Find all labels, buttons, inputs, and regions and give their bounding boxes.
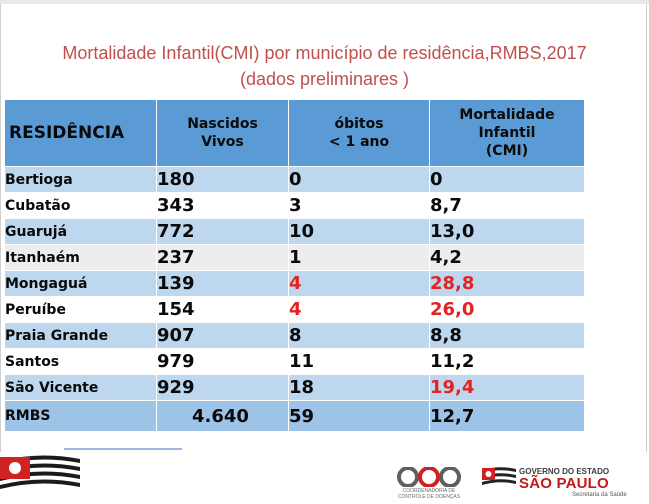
nascidos-cell: 154 <box>156 296 289 323</box>
title-line-1: Mortalidade Infantil(CMI) por município … <box>62 43 587 63</box>
nascidos-cell: 180 <box>156 166 289 193</box>
header-residencia: RESIDÊNCIA <box>4 99 157 167</box>
cmi-cell: 19,4 <box>429 374 585 401</box>
nascidos-cell: 237 <box>156 244 289 271</box>
nascidos-cell: 979 <box>156 348 289 375</box>
governo-line: GOVERNO DO ESTADO <box>519 467 610 476</box>
header-obitos-line-2: < 1 ano <box>328 134 390 150</box>
obitos-cell: 18 <box>288 374 430 401</box>
header-cmi: Mortalidade Infantil (CMI) <box>429 99 585 167</box>
obitos-cell: 8 <box>288 322 430 349</box>
top-band <box>0 0 649 4</box>
table-row-guaruja: Guarujá 772 10 13,0 <box>4 218 585 245</box>
obitos-cell: 10 <box>288 218 430 245</box>
nascidos-cell: 4.640 <box>156 400 289 432</box>
cmi-cell: 8,7 <box>429 192 585 219</box>
table-row-cubatao: Cubatão 343 3 8,7 <box>4 192 585 219</box>
ccd-caption-line-1: COORDENADORIA DE <box>402 488 456 494</box>
header-cmi-line-1: Mortalidade <box>459 107 555 123</box>
table-row-praia-grande: Praia Grande 907 8 8,8 <box>4 322 585 349</box>
obitos-cell: 4 <box>288 270 430 297</box>
obitos-cell: 1 <box>288 244 430 271</box>
header-cmi-line-3: (CMI) <box>485 143 529 159</box>
obitos-cell: 59 <box>288 400 430 432</box>
table-row-bertioga: Bertioga 180 0 0 <box>4 166 585 193</box>
nascidos-cell: 139 <box>156 270 289 297</box>
table-row-peruibe: Peruíbe 154 4 26,0 <box>4 296 585 323</box>
footer-small-print-graphic <box>64 448 182 450</box>
obitos-cell: 0 <box>288 166 430 193</box>
obitos-cell: 3 <box>288 192 430 219</box>
sao-paulo-line: SÃO PAULO <box>519 475 609 492</box>
nascidos-cell: 907 <box>156 322 289 349</box>
mortality-table: RESIDÊNCIA Nascidos Vivos óbitos < 1 ano… <box>4 99 585 432</box>
title-line-2: (dados preliminares ) <box>239 69 410 89</box>
header-cmi-line-2: Infantil <box>478 125 536 141</box>
cmi-cell: 13,0 <box>429 218 585 245</box>
header-nascidos-vivos: Nascidos Vivos <box>156 99 289 167</box>
cmi-cell: 26,0 <box>429 296 585 323</box>
cmi-cell: 11,2 <box>429 348 585 375</box>
cmi-cell: 28,8 <box>429 270 585 297</box>
secretaria-line: Secretaria da Saúde <box>572 492 627 498</box>
cmi-cell: 4,2 <box>429 244 585 271</box>
ccd-circles-icon <box>397 467 461 487</box>
table-row-santos: Santos 979 11 11,2 <box>4 348 585 375</box>
municipio-cell: RMBS <box>4 400 157 432</box>
governo-sp-stripes-icon <box>482 467 516 485</box>
municipio-cell: Praia Grande <box>4 322 157 349</box>
municipio-cell: Cubatão <box>4 192 157 219</box>
table-row-itanhaem: Itanhaém 237 1 4,2 <box>4 244 585 271</box>
municipio-cell: Itanhaém <box>4 244 157 271</box>
municipio-cell: Bertioga <box>4 166 157 193</box>
ccd-caption-line-2: CONTROLE DE DOENÇAS <box>397 494 461 500</box>
table-row-mongagua: Mongaguá 139 4 28,8 <box>4 270 585 297</box>
table-row-total-rmbs: RMBS 4.640 59 12,7 <box>4 400 585 432</box>
governo-sp-logo: GOVERNO DO ESTADO SÃO PAULO Secretaria d… <box>482 464 642 500</box>
header-nascidos-line-1: Nascidos <box>187 116 258 132</box>
ccd-logo: COORDENADORIA DE CONTROLE DE DOENÇAS <box>384 464 474 500</box>
header-obitos-line-1: óbitos <box>334 116 384 132</box>
obitos-cell: 11 <box>288 348 430 375</box>
cmi-cell: 8,8 <box>429 322 585 349</box>
header-nascidos-line-2: Vivos <box>201 134 244 150</box>
nascidos-cell: 929 <box>156 374 289 401</box>
municipio-cell: São Vicente <box>4 374 157 401</box>
municipio-cell: Guarujá <box>4 218 157 245</box>
obitos-cell: 4 <box>288 296 430 323</box>
footer-area <box>0 452 649 504</box>
header-obitos: óbitos < 1 ano <box>288 99 430 167</box>
municipio-cell: Santos <box>4 348 157 375</box>
slide-title: Mortalidade Infantil(CMI) por município … <box>0 40 649 92</box>
nascidos-cell: 772 <box>156 218 289 245</box>
ccd-caption: COORDENADORIA DE CONTROLE DE DOENÇAS <box>384 488 474 500</box>
municipio-cell: Peruíbe <box>4 296 157 323</box>
sao-paulo-flag-graphic <box>0 455 80 489</box>
nascidos-cell: 343 <box>156 192 289 219</box>
table-row-sao-vicente: São Vicente 929 18 19,4 <box>4 374 585 401</box>
municipio-cell: Mongaguá <box>4 270 157 297</box>
cmi-cell: 0 <box>429 166 585 193</box>
table-header-row: RESIDÊNCIA Nascidos Vivos óbitos < 1 ano… <box>4 99 585 167</box>
cmi-cell: 12,7 <box>429 400 585 432</box>
